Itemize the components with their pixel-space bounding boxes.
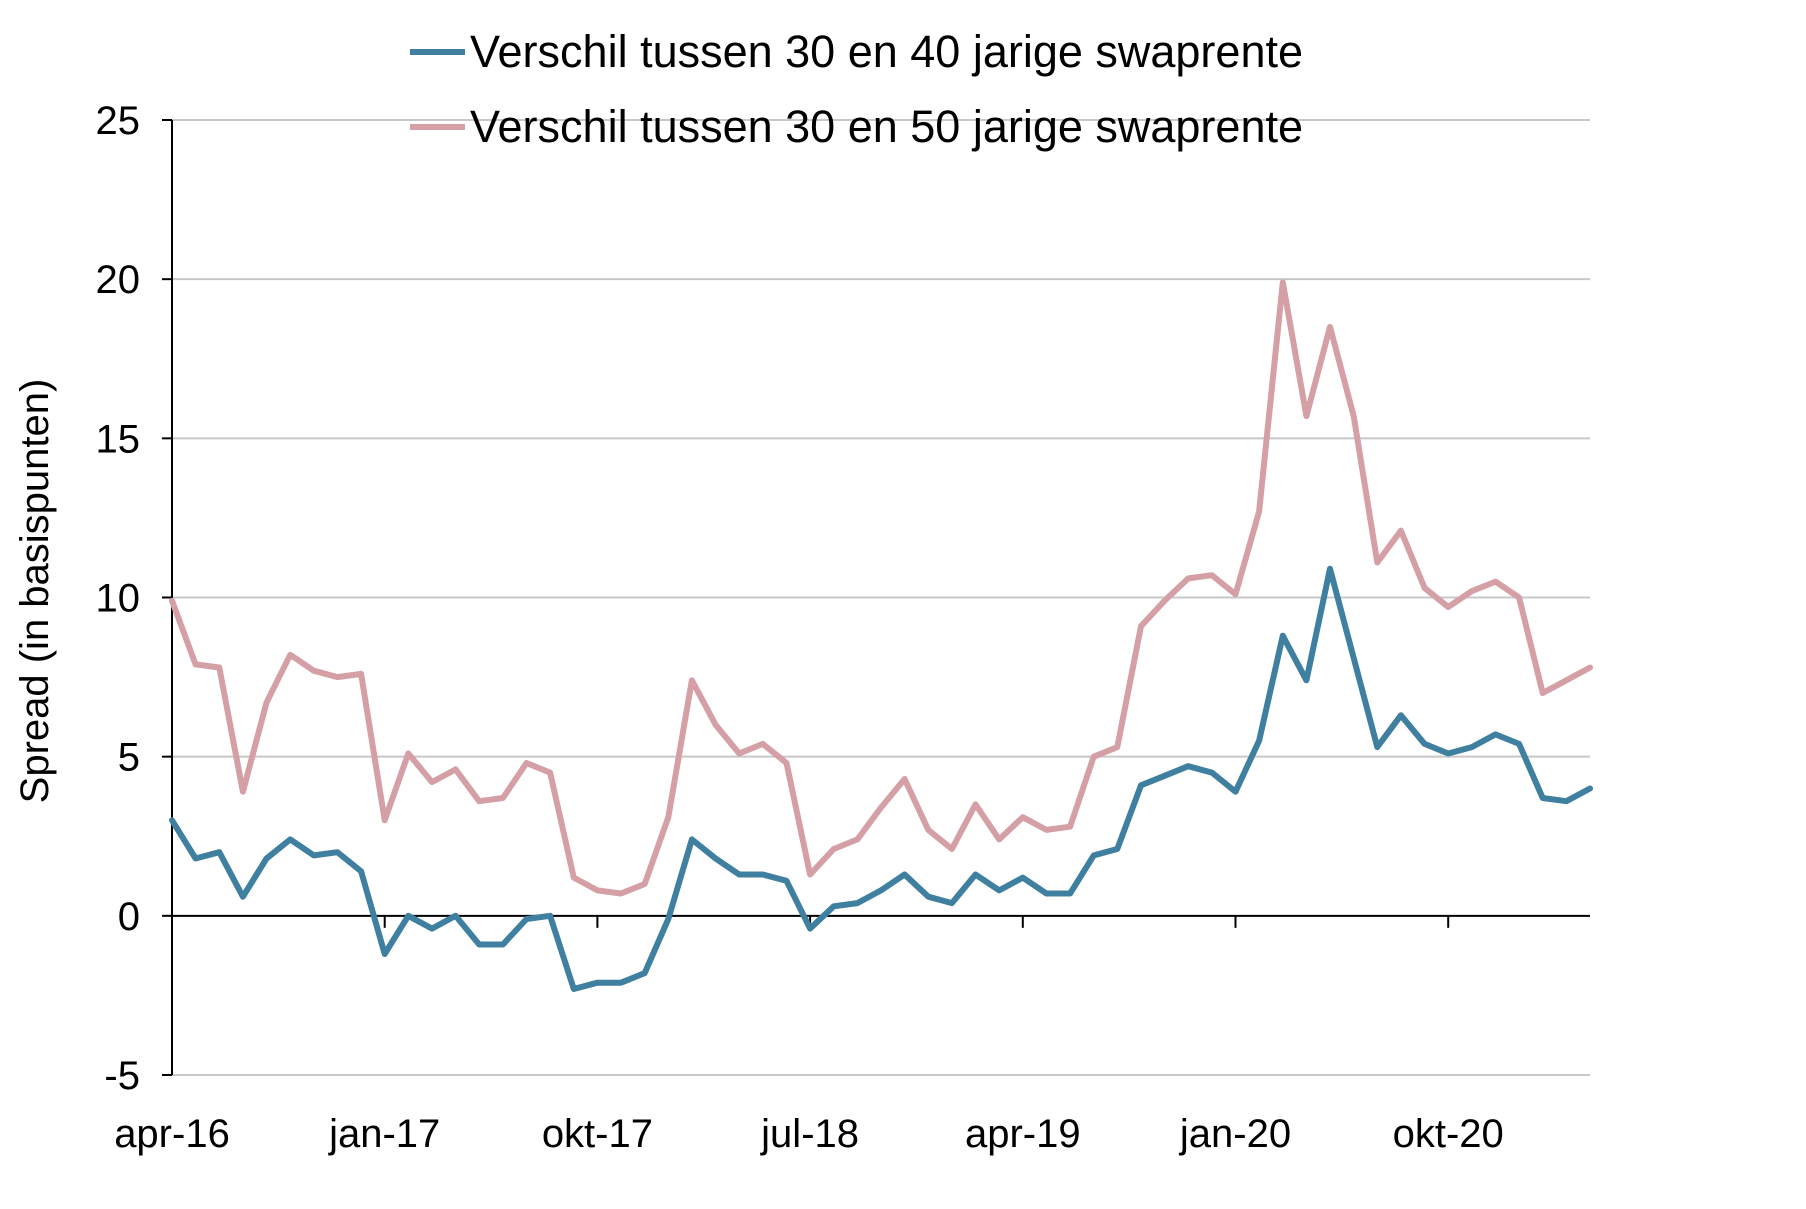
x-tick-label: okt-17 [542, 1112, 653, 1156]
x-tick-label: apr-19 [965, 1112, 1081, 1156]
legend-label-1: Verschil tussen 30 en 40 jarige swaprent… [470, 26, 1303, 77]
series-line-1 [169, 565, 1593, 992]
y-axis-ticks: -5 0 5 10 15 20 25 [96, 99, 172, 1098]
x-tick-label: jan-20 [1179, 1112, 1291, 1156]
y-tick-label: 10 [96, 577, 141, 621]
y-tick-label: 20 [96, 258, 141, 302]
x-axis-ticks: apr-16 jan-17 okt-17 jul-18 apr-19 jan-20 okt-… [114, 915, 1504, 1156]
y-tick-label: -5 [104, 1054, 140, 1098]
legend: Verschil tussen 30 en 40 jarige swaprent… [410, 26, 1303, 152]
y-axis-title: Spread (in basispunten) [13, 379, 57, 804]
series-line-2 [169, 279, 1593, 897]
y-tick-label: 15 [96, 417, 141, 461]
x-tick-label: jul-18 [760, 1112, 859, 1156]
y-tick-label: 25 [96, 99, 141, 143]
y-tick-label: 0 [118, 895, 140, 939]
x-tick-label: okt-20 [1393, 1112, 1504, 1156]
x-tick-label: apr-16 [114, 1112, 230, 1156]
y-tick-label: 5 [118, 736, 140, 780]
x-tick-label: jan-17 [328, 1112, 440, 1156]
legend-label-2: Verschil tussen 30 en 50 jarige swaprent… [470, 101, 1303, 152]
series-lines [169, 279, 1593, 992]
gridlines [172, 119, 1590, 1076]
